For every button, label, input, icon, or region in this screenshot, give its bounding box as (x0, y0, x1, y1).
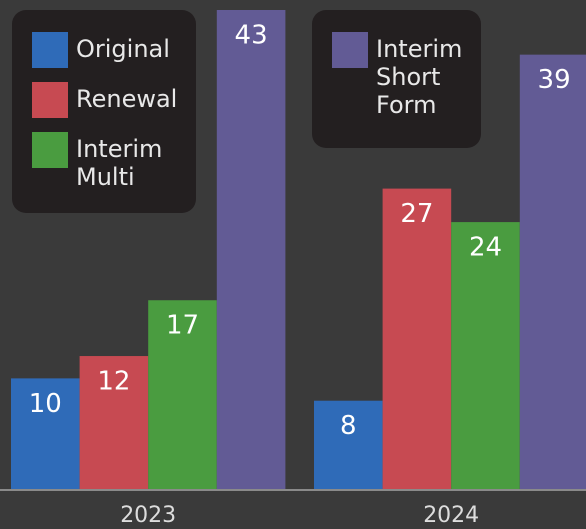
bar (79, 356, 149, 490)
legend-swatch (32, 132, 68, 168)
legend-item: Original (32, 32, 176, 68)
legend: Original Renewal Interim Multi (12, 10, 196, 213)
legend-swatch (32, 32, 68, 68)
legend-item: Renewal (32, 82, 178, 118)
bar (148, 300, 217, 490)
legend-label: Renewal (76, 85, 178, 113)
legend-swatch (332, 32, 368, 68)
value-label: 43 (235, 21, 268, 51)
legend: Interim Short Form (312, 10, 481, 148)
value-label: 8 (340, 411, 357, 441)
value-label: 12 (97, 367, 130, 397)
x-tick-label: 2023 (120, 503, 176, 528)
bar (451, 222, 520, 490)
value-label: 17 (166, 311, 199, 341)
bar (382, 188, 452, 490)
legend-swatch (32, 82, 68, 118)
bar (314, 400, 383, 490)
legend-item: Interim Short Form (332, 32, 463, 119)
value-label: 39 (538, 65, 571, 95)
legend-item: Interim Multi (32, 132, 176, 191)
legend-label: Interim Short Form (376, 35, 463, 119)
value-label: 27 (400, 199, 433, 229)
legend-label: Interim Multi (76, 135, 163, 191)
value-label: 10 (29, 389, 62, 419)
bar (519, 54, 586, 491)
bar (216, 10, 286, 490)
x-tick-label: 2024 (423, 503, 479, 528)
bar (11, 378, 80, 490)
value-label: 24 (469, 233, 502, 263)
legend-label: Original (76, 35, 170, 63)
